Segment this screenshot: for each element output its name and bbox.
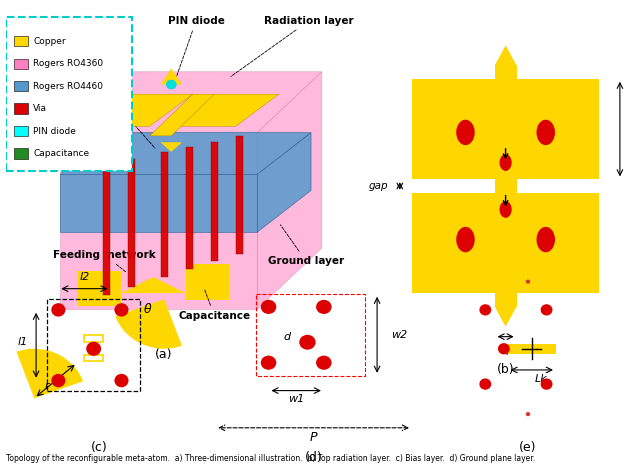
Circle shape: [51, 303, 65, 317]
Text: l2: l2: [79, 272, 90, 282]
Circle shape: [500, 201, 512, 218]
Circle shape: [541, 379, 552, 390]
Circle shape: [51, 374, 65, 387]
Circle shape: [260, 300, 276, 314]
Text: PIN diode: PIN diode: [168, 15, 225, 79]
Bar: [516, 79, 599, 179]
Bar: [13, 36, 28, 47]
Text: Capacitance: Capacitance: [179, 289, 250, 321]
Polygon shape: [186, 264, 228, 299]
Text: Lk: Lk: [534, 374, 547, 385]
Text: gap: gap: [368, 181, 388, 191]
Bar: [412, 193, 495, 293]
Polygon shape: [257, 133, 311, 232]
Polygon shape: [85, 94, 193, 126]
Polygon shape: [236, 136, 243, 254]
Circle shape: [115, 374, 129, 387]
Text: wp: wp: [498, 345, 513, 355]
Text: w2: w2: [392, 330, 408, 340]
Text: (d): (d): [305, 451, 323, 464]
Polygon shape: [103, 165, 110, 295]
Text: Capacitance: Capacitance: [33, 149, 90, 158]
FancyBboxPatch shape: [6, 17, 132, 171]
Bar: [508, 344, 556, 353]
Circle shape: [260, 356, 276, 370]
Text: $\theta$: $\theta$: [143, 302, 152, 316]
Circle shape: [500, 154, 512, 171]
Text: d: d: [284, 332, 291, 342]
Circle shape: [536, 227, 555, 252]
Text: w1: w1: [288, 394, 304, 404]
Bar: [84, 355, 103, 361]
Polygon shape: [150, 94, 214, 136]
Text: Rogers RO4360: Rogers RO4360: [33, 59, 104, 68]
Bar: [495, 66, 516, 306]
Bar: [47, 299, 140, 391]
Polygon shape: [78, 271, 121, 306]
Text: Feeding  network: Feeding network: [53, 250, 156, 272]
Text: Ground layer: Ground layer: [268, 225, 344, 266]
Wedge shape: [115, 299, 182, 349]
Polygon shape: [161, 153, 168, 277]
Polygon shape: [495, 306, 516, 326]
Circle shape: [541, 304, 552, 316]
Text: (c): (c): [91, 441, 108, 454]
Polygon shape: [60, 133, 257, 309]
Bar: [13, 59, 28, 69]
Circle shape: [456, 227, 475, 252]
Text: r: r: [45, 381, 49, 392]
Text: l1: l1: [18, 337, 28, 347]
Polygon shape: [495, 46, 516, 66]
Polygon shape: [186, 147, 193, 269]
Circle shape: [86, 342, 101, 356]
Text: (a): (a): [156, 348, 173, 361]
Bar: [84, 336, 103, 342]
Text: Topology of the reconfigurable meta-atom.  a) Three-dimensional illustration.  b: Topology of the reconfigurable meta-atom…: [6, 454, 536, 463]
Text: (b): (b): [497, 364, 515, 377]
Circle shape: [479, 379, 492, 390]
Circle shape: [316, 300, 332, 314]
Text: Radiation layer: Radiation layer: [231, 15, 354, 77]
Text: Via: Via: [33, 104, 47, 113]
Circle shape: [300, 335, 316, 350]
Polygon shape: [60, 72, 322, 133]
Bar: [13, 148, 28, 159]
Text: Bias layer: Bias layer: [53, 60, 155, 148]
Wedge shape: [17, 349, 83, 398]
Bar: [13, 126, 28, 136]
Polygon shape: [161, 142, 182, 152]
Bar: [412, 79, 495, 179]
Polygon shape: [128, 159, 136, 287]
Text: (e): (e): [519, 441, 537, 454]
Circle shape: [281, 318, 334, 366]
Circle shape: [526, 279, 530, 284]
Polygon shape: [121, 277, 186, 293]
Polygon shape: [172, 94, 279, 126]
Bar: [516, 193, 599, 293]
Text: PIN diode: PIN diode: [33, 126, 76, 136]
Circle shape: [115, 303, 129, 317]
Text: P: P: [310, 431, 317, 444]
Text: Rogers RO4460: Rogers RO4460: [33, 82, 103, 91]
Circle shape: [166, 80, 177, 89]
Circle shape: [536, 120, 555, 145]
Text: Copper: Copper: [33, 37, 66, 46]
Bar: [13, 104, 28, 114]
Circle shape: [316, 356, 332, 370]
Polygon shape: [161, 68, 182, 85]
Circle shape: [479, 304, 492, 316]
Bar: [13, 81, 28, 91]
Polygon shape: [211, 142, 218, 261]
Polygon shape: [257, 72, 322, 309]
Circle shape: [498, 343, 510, 354]
Polygon shape: [60, 133, 311, 174]
Circle shape: [456, 120, 475, 145]
Polygon shape: [60, 174, 257, 232]
Circle shape: [526, 412, 530, 416]
